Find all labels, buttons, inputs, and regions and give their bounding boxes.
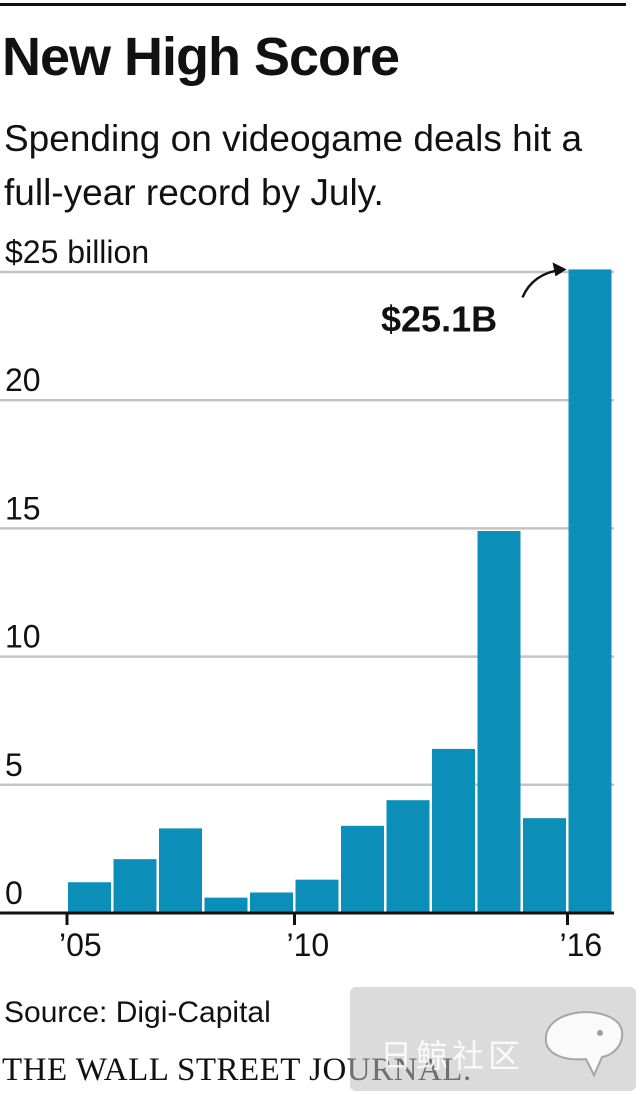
x-tick-label: ’05 <box>59 927 102 963</box>
bars <box>68 269 612 913</box>
bar <box>113 859 157 913</box>
watermark: 日鲸社区 <box>350 987 636 1091</box>
top-rule <box>0 3 626 6</box>
bar <box>295 879 339 913</box>
bar <box>568 269 612 913</box>
y-tick-label: 5 <box>5 747 23 783</box>
y-tick-label: $25 billion <box>5 234 149 270</box>
y-tick-label: 20 <box>5 362 41 398</box>
bar <box>523 818 566 913</box>
whale-logo-icon <box>544 1011 624 1078</box>
bar <box>386 800 430 913</box>
y-tick-label: 10 <box>5 619 41 655</box>
y-tick-label: 0 <box>5 875 23 911</box>
gridlines <box>0 270 614 787</box>
bar <box>204 897 248 913</box>
watermark-text: 日鲸社区 <box>380 1038 525 1074</box>
x-axis: ’05 ’10 ’16 <box>0 911 614 963</box>
y-tick-label: 15 <box>5 490 41 526</box>
bar <box>68 882 111 913</box>
x-tick-label: ’10 <box>287 927 330 963</box>
annotation-label: $25.1B <box>381 298 497 339</box>
source-note: Source: Digi-Capital <box>4 996 271 1029</box>
bar <box>341 825 384 913</box>
bar <box>250 892 293 913</box>
bar <box>159 828 202 913</box>
annotation-arrowhead-icon <box>552 262 567 277</box>
chart-title: New High Score <box>2 27 400 87</box>
bar <box>432 748 475 913</box>
annotation: $25.1B <box>381 262 567 339</box>
y-tick-labels: 0 5 10 15 20 $25 billion <box>5 234 149 911</box>
chart-subtitle: Spending on videogame deals hit a full-y… <box>4 118 583 213</box>
bar-chart: 0 5 10 15 20 $25 billion ’05 ’10 ’16 $25.1B <box>0 234 614 963</box>
x-tick-label: ’16 <box>560 927 603 963</box>
bar <box>477 530 521 913</box>
